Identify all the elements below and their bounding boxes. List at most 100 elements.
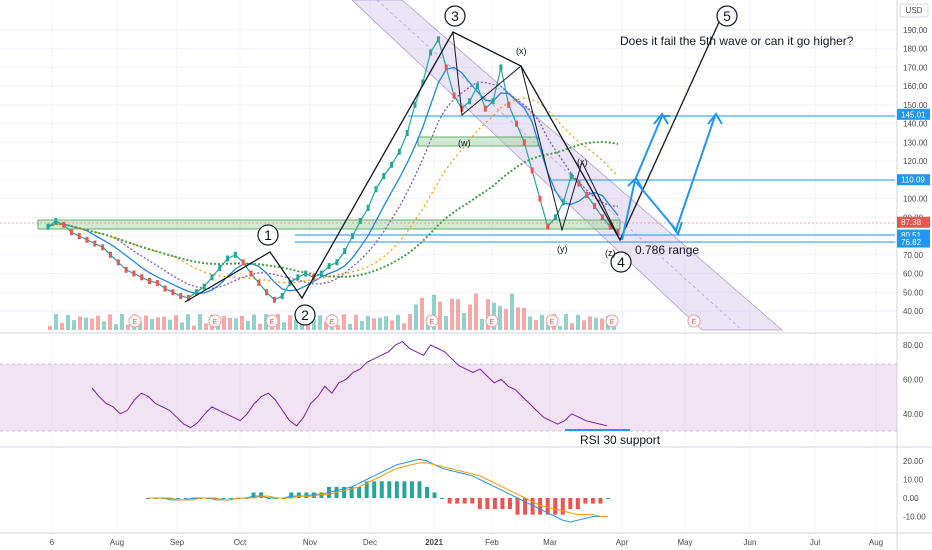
macd-histogram-bar [183, 498, 188, 499]
price-candle [265, 289, 269, 296]
time-tick-label: Aug [110, 538, 124, 547]
macd-histogram-bar [221, 498, 226, 499]
volume-bar [438, 301, 442, 330]
volume-bar [162, 316, 166, 330]
volume-bar [336, 325, 340, 330]
earnings-marker-label: E [610, 319, 615, 326]
price-candle [155, 279, 159, 286]
macd-histogram-bar [598, 498, 603, 504]
volume-bar [288, 315, 292, 330]
volume-bar [342, 314, 346, 330]
price-candle [124, 266, 128, 273]
volume-bar [168, 319, 172, 330]
price-candle [163, 285, 167, 292]
price-candle [585, 191, 589, 198]
macd-histogram-bar [259, 492, 264, 498]
earnings-marker[interactable] [485, 314, 499, 328]
price-candle [257, 279, 261, 286]
price-candle [280, 293, 284, 300]
macd-histogram-bar [515, 498, 520, 515]
descending-channel [351, 0, 784, 331]
earnings-marker[interactable] [265, 314, 279, 328]
macd-axis-ticks: 20.00 10.00 0.00 -10.00 [903, 457, 926, 522]
volume-bar [186, 314, 190, 330]
volume-bar [498, 305, 502, 330]
time-tick-label: Apr [616, 538, 629, 547]
price-candle [187, 294, 191, 301]
svg-text:2: 2 [301, 307, 309, 323]
macd-histogram-bar [606, 498, 610, 499]
price-badge [897, 174, 930, 186]
earnings-marker[interactable] [325, 314, 339, 328]
price-candle [93, 240, 97, 247]
price-candle [444, 64, 448, 71]
earnings-marker-label: E [330, 319, 335, 326]
price-candle [202, 283, 206, 290]
rsi-band [0, 364, 897, 431]
price-candle [569, 173, 573, 180]
moving-average-line [47, 140, 619, 278]
earnings-marker-label: E [550, 319, 555, 326]
macd-histogram-bar [319, 492, 324, 498]
price-candle [507, 101, 511, 108]
volume-bar [78, 316, 82, 330]
volume-bar [246, 320, 250, 330]
currency-badge-box[interactable] [899, 3, 929, 18]
macd-histogram-bar [372, 481, 377, 498]
wave-4-marker: 4 [610, 251, 632, 273]
earnings-marker[interactable] [208, 314, 222, 328]
price-candle [218, 264, 222, 271]
earnings-marker[interactable] [545, 314, 559, 328]
rsi-tick-label: 80.00 [903, 341, 924, 350]
price-candle [546, 223, 550, 230]
earnings-marker-label: E [270, 319, 275, 326]
time-tick-label: 6 [50, 538, 55, 547]
earnings-marker[interactable] [687, 314, 701, 328]
price-candle [54, 218, 58, 225]
volume-bar [324, 322, 328, 330]
macd-tick-label: 20.00 [903, 457, 924, 466]
volume-bar [102, 321, 106, 330]
sub-label-z: (z) [605, 248, 616, 258]
macd-histogram-bar [228, 498, 233, 499]
volume-bar [414, 304, 418, 330]
macd-histogram-bar [568, 498, 573, 510]
volume-bar [138, 321, 142, 330]
volume-bar [120, 314, 124, 330]
volume-bar [366, 315, 370, 330]
volume-bar [282, 322, 286, 330]
volume-bar [456, 299, 460, 330]
volume-bar [180, 322, 184, 330]
price-candle [522, 139, 526, 146]
volume-bar [528, 316, 532, 330]
volume-bar [558, 325, 562, 330]
macd-histogram-bar [251, 492, 256, 498]
earnings-marker[interactable] [425, 314, 439, 328]
macd-histogram-bar [538, 498, 543, 515]
volume-bar [570, 323, 574, 330]
price-candle [108, 251, 112, 258]
wave-sub-path [452, 31, 621, 241]
price-badge [897, 216, 930, 228]
macd-histogram-bar [575, 498, 580, 510]
volume-bar [462, 313, 466, 330]
earnings-marker-label: E [213, 319, 218, 326]
volume-bar [144, 315, 148, 330]
price-candle [85, 236, 89, 243]
price-candle [390, 161, 394, 168]
projection-arrows [621, 112, 723, 241]
earnings-marker[interactable] [128, 314, 142, 328]
sub-label-x1: (x) [516, 46, 527, 56]
macd-histogram-bar [402, 481, 407, 498]
price-badge-label: 80.51 [901, 231, 922, 240]
time-tick-label: Sep [170, 538, 185, 547]
price-tick-label: 170.00 [903, 63, 928, 72]
price-candle [608, 223, 612, 230]
price-candle [600, 214, 604, 221]
macd-histogram-bar [545, 498, 550, 515]
macd-histogram-bar [176, 498, 181, 499]
price-candle [421, 79, 425, 86]
price-candle [241, 259, 245, 266]
earnings-marker[interactable] [605, 314, 619, 328]
